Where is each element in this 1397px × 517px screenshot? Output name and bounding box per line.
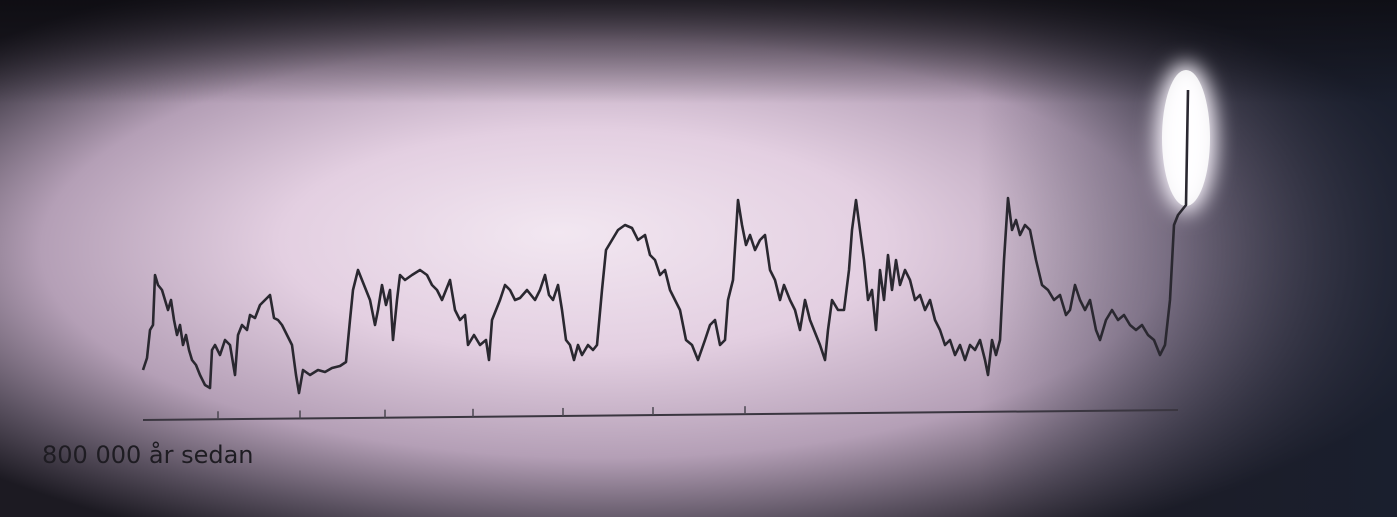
data-line [141,89,1190,395]
x-axis [142,409,1179,421]
x-axis-label: 800 000 år sedan [42,440,254,469]
